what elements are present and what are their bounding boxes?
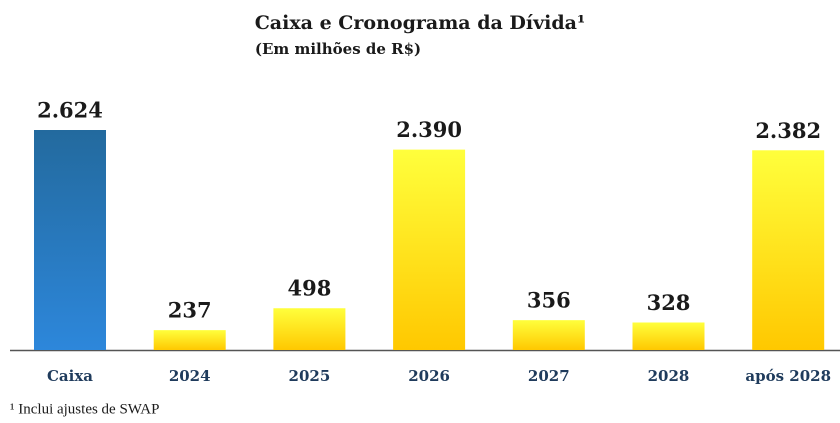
bar — [512, 320, 585, 350]
value-label: 2.624 — [37, 98, 103, 123]
x-tick-label: 2024 — [169, 367, 211, 385]
bar — [34, 130, 106, 350]
x-tick-label: 2028 — [648, 367, 690, 385]
value-label: 237 — [168, 298, 212, 323]
value-label: 2.382 — [755, 118, 821, 143]
x-tick-label: 2026 — [408, 367, 450, 385]
footnote: ¹ Inclui ajustes de SWAP — [10, 401, 159, 417]
value-label: 2.390 — [396, 117, 462, 142]
x-tick-label: Caixa — [47, 367, 93, 385]
bar — [273, 308, 346, 350]
chart-subtitle: (Em milhões de R$) — [255, 40, 421, 58]
value-label: 328 — [647, 290, 691, 315]
bar — [752, 150, 825, 350]
bar — [632, 322, 705, 350]
bar — [393, 149, 466, 350]
x-tick-label: após 2028 — [745, 367, 831, 385]
x-tick-label: 2027 — [528, 367, 570, 385]
bar — [153, 330, 226, 350]
value-label: 356 — [527, 288, 571, 313]
value-label: 498 — [287, 276, 331, 301]
chart-title: Caixa e Cronograma da Dívida¹ — [255, 12, 586, 34]
x-tick-label: 2025 — [289, 367, 331, 385]
